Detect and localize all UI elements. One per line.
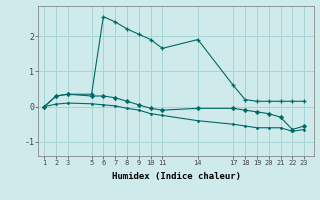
X-axis label: Humidex (Indice chaleur): Humidex (Indice chaleur) bbox=[111, 172, 241, 181]
